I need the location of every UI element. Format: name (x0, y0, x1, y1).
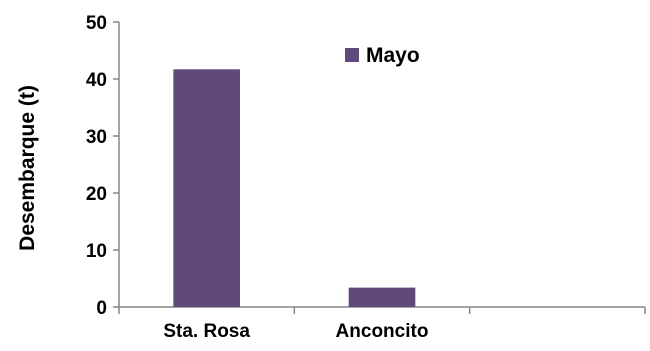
y-tick-label: 50 (86, 13, 107, 34)
y-tick-label: 30 (86, 127, 107, 148)
bar-1 (173, 69, 240, 307)
x-category-label: Sta. Rosa (163, 321, 250, 342)
x-axis: Sta. Rosa Anconcito (118, 306, 646, 342)
bars (173, 69, 416, 307)
y-axis-title: Desembarque (t) (16, 85, 39, 251)
legend: Mayo (345, 44, 420, 67)
y-tick-label: 0 (96, 298, 107, 319)
x-category-label: Anconcito (336, 321, 429, 342)
y-tick-label: 20 (86, 184, 107, 205)
legend-swatch-mayo (345, 48, 359, 62)
bar-2 (348, 287, 416, 307)
y-tick-label: 10 (86, 241, 107, 262)
y-tick-label: 40 (86, 70, 107, 91)
y-axis: 0 10 20 30 40 50 (86, 13, 120, 319)
legend-label-mayo: Mayo (366, 44, 420, 67)
